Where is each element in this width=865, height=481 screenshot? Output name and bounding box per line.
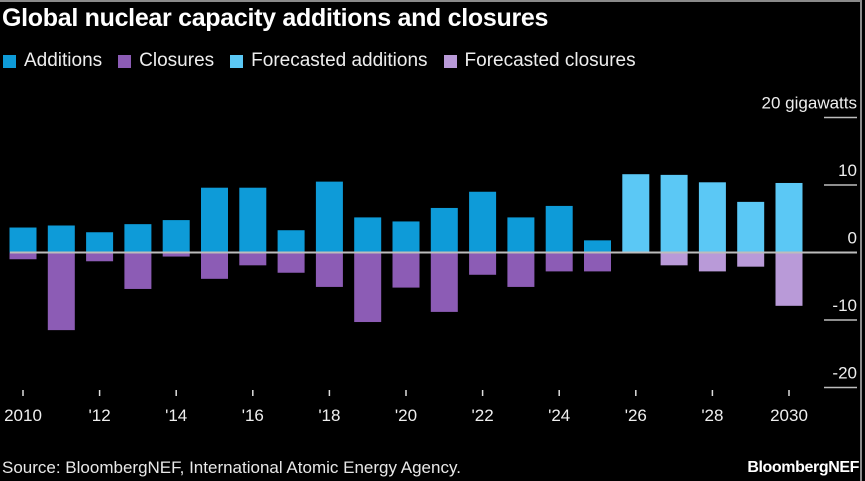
y-tick-label-0: 0	[848, 229, 857, 248]
bar-closures-2013	[124, 252, 152, 289]
legend-label-additions: Additions	[24, 50, 103, 71]
x-tick-label-2022: '22	[472, 406, 494, 425]
bar-closures-2016	[239, 252, 267, 266]
legend-label-closures: Closures	[139, 50, 215, 71]
bar-closures-2017	[277, 252, 305, 273]
bar-closures-2011	[47, 252, 75, 331]
bar-additions-2020	[392, 221, 420, 253]
bar-closures-2019	[354, 252, 382, 323]
bar-closures-2021	[430, 252, 458, 312]
bar-forecasted-additions-2029	[737, 201, 765, 253]
bar-additions-2014	[162, 220, 190, 253]
x-axis: 2010 '12 '14 '16 '18 '20 '22 '24 '26 '28 2030	[4, 390, 808, 425]
bar-additions-2025	[584, 240, 611, 253]
bar-closures-2022	[469, 252, 497, 275]
legend-swatch-additions	[3, 54, 16, 68]
x-tick-label-2024: '24	[548, 406, 570, 425]
legend-item-forecasted-additions: Forecasted additions	[230, 50, 428, 72]
bar-forecasted-additions-2030	[775, 182, 803, 253]
bar-forecasted-closures-2027	[660, 252, 688, 266]
bar-forecasted-closures-2028	[698, 252, 726, 272]
legend-label-forecasted-closures: Forecasted closures	[464, 50, 636, 71]
bar-additions-2024	[545, 205, 573, 253]
x-tick-label-2026: '26	[625, 406, 647, 425]
legend-item-additions: Additions	[3, 50, 102, 72]
bar-additions-2018	[315, 181, 343, 253]
bar-forecasted-closures-2029	[737, 252, 765, 267]
legend-swatch-forecasted-additions	[230, 54, 244, 68]
x-tick-label-2012: '12	[89, 406, 111, 425]
x-tick-label-2020: '20	[395, 406, 417, 425]
chart-title: Global nuclear capacity additions and cl…	[2, 4, 549, 32]
bar-additions-2015	[201, 187, 228, 253]
source-note: Source: BloombergNEF, International Atom…	[2, 458, 461, 477]
x-tick-label-2028: '28	[701, 406, 723, 425]
bars-group	[9, 174, 803, 331]
bar-forecasted-additions-2028	[698, 182, 726, 253]
x-tick-label-2018: '18	[318, 406, 340, 425]
bar-closures-2015	[201, 252, 228, 279]
y-tick-label-neg20: -20	[832, 364, 857, 383]
bar-closures-2010	[9, 252, 37, 260]
brand-logo: BloombergNEF	[747, 459, 859, 476]
bar-forecasted-additions-2027	[660, 174, 688, 253]
bar-additions-2023	[507, 217, 535, 253]
legend-swatch-forecasted-closures	[443, 54, 457, 68]
x-tick-label-2010: 2010	[4, 406, 42, 425]
bar-additions-2011	[47, 225, 75, 253]
bar-additions-2017	[277, 230, 305, 253]
legend-item-forecasted-closures: Forecasted closures	[443, 50, 636, 72]
bar-closures-2020	[392, 252, 420, 288]
bar-additions-2010	[9, 227, 37, 253]
bar-additions-2012	[86, 232, 114, 253]
x-tick-label-2014: '14	[165, 406, 187, 425]
y-tick-label-20: 20 gigawatts	[762, 94, 857, 113]
bar-closures-2014	[162, 252, 190, 257]
bar-additions-2022	[469, 191, 497, 253]
bar-closures-2024	[545, 252, 573, 272]
bar-closures-2025	[584, 252, 611, 272]
bar-additions-2016	[239, 187, 267, 253]
x-tick-label-2016: '16	[242, 406, 264, 425]
x-tick-label-2030: 2030	[770, 406, 808, 425]
legend-swatch-closures	[118, 54, 132, 68]
bar-forecasted-closures-2030	[775, 252, 803, 306]
bar-additions-2021	[430, 207, 458, 253]
legend-item-closures: Closures	[118, 50, 214, 72]
bar-forecasted-additions-2026	[622, 174, 650, 253]
bar-additions-2013	[124, 224, 152, 253]
bar-additions-2019	[354, 217, 382, 253]
legend-label-forecasted-additions: Forecasted additions	[251, 50, 428, 71]
bar-closures-2023	[507, 252, 535, 287]
bar-closures-2018	[315, 252, 343, 287]
y-tick-label-10: 10	[838, 161, 857, 180]
legend: Additions Closures Forecasted additions …	[3, 50, 652, 72]
y-axis: 20 gigawatts 10 0 -10 -20	[762, 94, 857, 389]
bar-closures-2012	[86, 252, 114, 262]
y-tick-label-neg10: -10	[832, 296, 857, 315]
